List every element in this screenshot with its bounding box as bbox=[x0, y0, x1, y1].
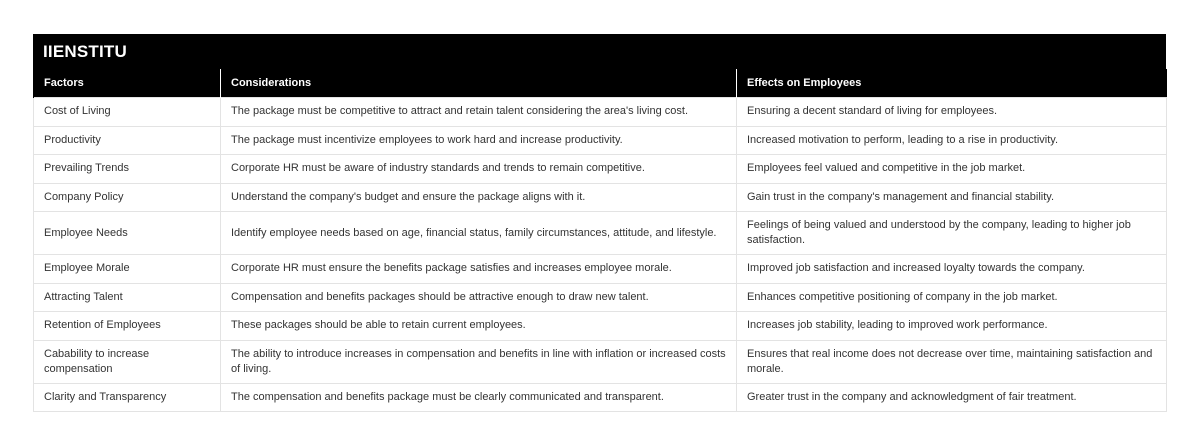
cell-consideration: Understand the company's budget and ensu… bbox=[220, 182, 737, 212]
cell-effect: Ensures that real income does not decrea… bbox=[736, 339, 1167, 384]
cell-effect: Feelings of being valued and understood … bbox=[736, 211, 1167, 255]
cell-consideration: Corporate HR must ensure the benefits pa… bbox=[220, 254, 737, 284]
cell-effect: Improved job satisfaction and increased … bbox=[736, 254, 1167, 284]
cell-factor: Productivity bbox=[33, 125, 221, 155]
table-row: Attracting Talent Compensation and benef… bbox=[33, 282, 1167, 312]
cell-factor: Clarity and Transparency bbox=[33, 382, 221, 412]
cell-factor: Retention of Employees bbox=[33, 311, 221, 341]
cell-effect: Increases job stability, leading to impr… bbox=[736, 311, 1167, 341]
table-container: IIENSTITU Factors Considerations Effects… bbox=[33, 34, 1167, 412]
cell-effect: Increased motivation to perform, leading… bbox=[736, 125, 1167, 155]
table-row: Clarity and Transparency The compensatio… bbox=[33, 382, 1167, 412]
cell-factor: Employee Morale bbox=[33, 254, 221, 284]
brand-logo-text: IIENSTITU bbox=[43, 41, 127, 61]
table-row: Company Policy Understand the company's … bbox=[33, 182, 1167, 212]
cell-consideration: The package must incentivize employees t… bbox=[220, 125, 737, 155]
cell-effect: Enhances competitive positioning of comp… bbox=[736, 282, 1167, 312]
cell-factor: Cabability to increase compensation bbox=[33, 339, 221, 384]
cell-consideration: The compensation and benefits package mu… bbox=[220, 382, 737, 412]
table-header-row: Factors Considerations Effects on Employ… bbox=[33, 69, 1167, 98]
cell-consideration: Identify employee needs based on age, fi… bbox=[220, 211, 737, 255]
table-row: Employee Morale Corporate HR must ensure… bbox=[33, 254, 1167, 284]
table-row: Retention of Employees These packages sh… bbox=[33, 311, 1167, 341]
cell-effect: Ensuring a decent standard of living for… bbox=[736, 97, 1167, 127]
cell-factor: Company Policy bbox=[33, 182, 221, 212]
cell-consideration: The package must be competitive to attra… bbox=[220, 97, 737, 127]
cell-factor: Cost of Living bbox=[33, 97, 221, 127]
header-considerations: Considerations bbox=[220, 69, 737, 98]
cell-consideration: Compensation and benefits packages shoul… bbox=[220, 282, 737, 312]
header-effects: Effects on Employees bbox=[736, 69, 1167, 98]
cell-factor: Attracting Talent bbox=[33, 282, 221, 312]
factors-table: Factors Considerations Effects on Employ… bbox=[33, 69, 1167, 412]
cell-consideration: These packages should be able to retain … bbox=[220, 311, 737, 341]
table-row: Cost of Living The package must be compe… bbox=[33, 97, 1167, 127]
header-factors: Factors bbox=[33, 69, 221, 98]
table-row: Prevailing Trends Corporate HR must be a… bbox=[33, 154, 1167, 184]
cell-consideration: The ability to introduce increases in co… bbox=[220, 339, 737, 384]
brand-header: IIENSTITU bbox=[33, 34, 1166, 69]
cell-effect: Gain trust in the company's management a… bbox=[736, 182, 1167, 212]
cell-effect: Greater trust in the company and acknowl… bbox=[736, 382, 1167, 412]
cell-consideration: Corporate HR must be aware of industry s… bbox=[220, 154, 737, 184]
table-row: Cabability to increase compensation The … bbox=[33, 339, 1167, 384]
table-row: Productivity The package must incentiviz… bbox=[33, 125, 1167, 155]
table-row: Employee Needs Identify employee needs b… bbox=[33, 211, 1167, 255]
cell-factor: Prevailing Trends bbox=[33, 154, 221, 184]
cell-factor: Employee Needs bbox=[33, 211, 221, 255]
cell-effect: Employees feel valued and competitive in… bbox=[736, 154, 1167, 184]
